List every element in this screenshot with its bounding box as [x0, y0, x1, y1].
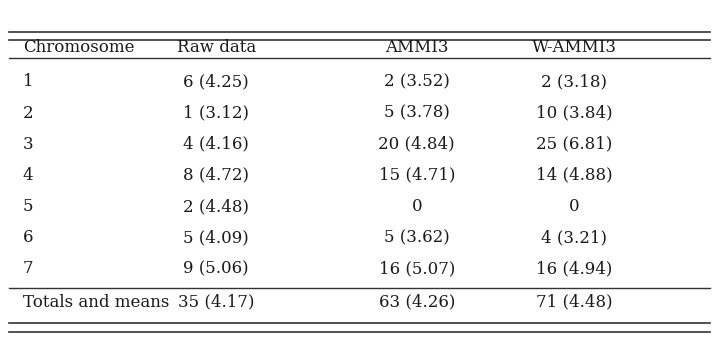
Text: 0: 0 — [569, 198, 580, 215]
Text: 14 (4.88): 14 (4.88) — [536, 167, 613, 184]
Text: 16 (5.07): 16 (5.07) — [379, 260, 455, 277]
Text: 20 (4.84): 20 (4.84) — [378, 136, 455, 153]
Text: W-AMMI3: W-AMMI3 — [532, 39, 617, 56]
Text: 5 (3.62): 5 (3.62) — [384, 229, 449, 246]
Text: 63 (4.26): 63 (4.26) — [379, 294, 455, 311]
Text: 6 (4.25): 6 (4.25) — [183, 73, 249, 90]
Text: 1: 1 — [23, 73, 34, 90]
Text: 3: 3 — [23, 136, 34, 153]
Text: 5: 5 — [23, 198, 33, 215]
Text: 9 (5.06): 9 (5.06) — [183, 260, 249, 277]
Text: 2: 2 — [23, 104, 34, 122]
Text: 2 (3.52): 2 (3.52) — [384, 73, 450, 90]
Text: 10 (3.84): 10 (3.84) — [536, 104, 613, 122]
Text: Chromosome: Chromosome — [23, 39, 134, 56]
Text: 25 (6.81): 25 (6.81) — [536, 136, 613, 153]
Text: Totals and means: Totals and means — [23, 294, 169, 311]
Text: 7: 7 — [23, 260, 34, 277]
Text: 2 (3.18): 2 (3.18) — [541, 73, 608, 90]
Text: 71 (4.48): 71 (4.48) — [536, 294, 613, 311]
Text: 4 (4.16): 4 (4.16) — [183, 136, 249, 153]
Text: 6: 6 — [23, 229, 33, 246]
Text: 16 (4.94): 16 (4.94) — [536, 260, 613, 277]
Text: Raw data: Raw data — [177, 39, 256, 56]
Text: 35 (4.17): 35 (4.17) — [178, 294, 255, 311]
Text: 4: 4 — [23, 167, 34, 184]
Text: AMMI3: AMMI3 — [385, 39, 449, 56]
Text: 4 (3.21): 4 (3.21) — [541, 229, 608, 246]
Text: 15 (4.71): 15 (4.71) — [378, 167, 455, 184]
Text: 0: 0 — [411, 198, 422, 215]
Text: 8 (4.72): 8 (4.72) — [183, 167, 249, 184]
Text: 2 (4.48): 2 (4.48) — [183, 198, 249, 215]
Text: 5 (4.09): 5 (4.09) — [183, 229, 249, 246]
Text: 5 (3.78): 5 (3.78) — [384, 104, 450, 122]
Text: 1 (3.12): 1 (3.12) — [183, 104, 249, 122]
